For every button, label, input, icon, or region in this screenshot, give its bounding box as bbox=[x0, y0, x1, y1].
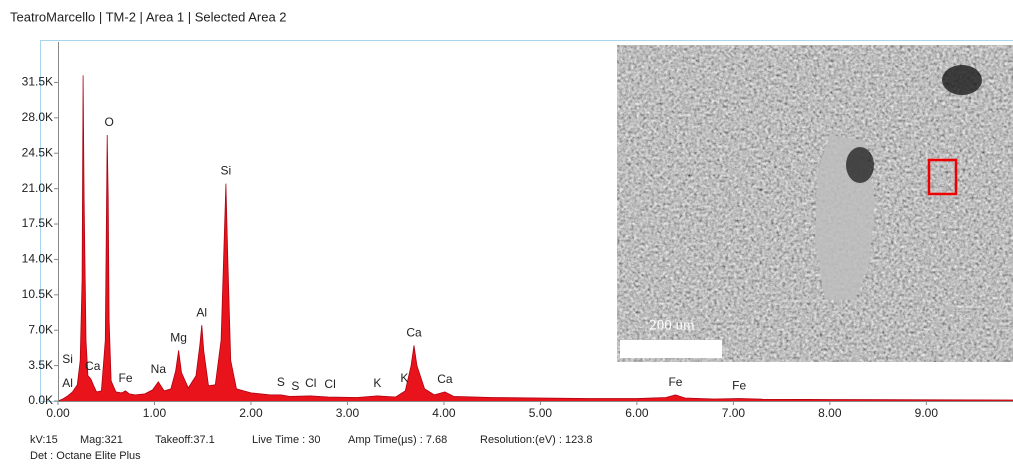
y-tick-label: 3.5K bbox=[28, 358, 53, 372]
y-tick-label: 17.5K bbox=[22, 216, 53, 230]
window-title: TeatroMarcello | TM-2 | Area 1 | Selecte… bbox=[10, 9, 287, 24]
peak-label: Ca bbox=[85, 359, 101, 373]
detector-info: Det : Octane Elite Plus bbox=[30, 450, 141, 462]
peak-label: K bbox=[373, 376, 381, 390]
peak-label: Fe bbox=[668, 375, 682, 389]
peak-label: Fe bbox=[732, 379, 746, 393]
y-tick-label: 14.0K bbox=[22, 252, 53, 266]
peak-label: Mg bbox=[170, 331, 187, 345]
x-tick-label: 1.00 bbox=[143, 406, 167, 420]
axes: 0.0K 3.5K 7.0K 10.5K 14.0K 17.5K 21.0K 24.5K 28.… bbox=[22, 42, 1013, 420]
micrograph-inset: 200 um bbox=[617, 45, 1013, 362]
y-tick-label: 10.5K bbox=[22, 287, 53, 301]
x-tick-label: 2.00 bbox=[239, 406, 263, 420]
footer: kV:15 Mag:321 Takeoff:37.1 Live Time : 30 Am… bbox=[30, 434, 593, 462]
peak-label: Al bbox=[196, 305, 207, 319]
peak-label: Si bbox=[62, 352, 73, 366]
peak-label: Si bbox=[221, 164, 232, 178]
peak-label: Cl bbox=[324, 377, 335, 391]
peak-label: Na bbox=[151, 362, 167, 376]
spectrum-line bbox=[57, 75, 1013, 402]
x-tick-label: 0.00 bbox=[46, 406, 70, 420]
x-tick-label: 4.00 bbox=[432, 406, 456, 420]
acquisition-parameter: Takeoff:37.1 bbox=[155, 434, 215, 446]
dark-pore bbox=[942, 65, 982, 95]
scale-bar bbox=[620, 340, 722, 358]
peak-label: Fe bbox=[119, 371, 133, 385]
peak-label: S bbox=[291, 379, 299, 393]
micrograph-texture bbox=[617, 45, 1013, 362]
acquisition-parameter: Amp Time(µs) : 7.68 bbox=[348, 434, 447, 446]
peak-label: Ca bbox=[437, 372, 453, 386]
acquisition-parameter: Mag:321 bbox=[80, 434, 123, 446]
peak-label: Al bbox=[62, 376, 73, 390]
x-tick-label: 3.00 bbox=[336, 406, 360, 420]
y-tick-label: 0.0K bbox=[28, 393, 53, 407]
selected-area-box bbox=[927, 158, 958, 196]
peak-label: Ca bbox=[406, 326, 422, 340]
y-tick-label: 31.5K bbox=[22, 75, 53, 89]
y-tick-label: 7.0K bbox=[28, 322, 53, 336]
y-tick-label: 24.5K bbox=[22, 145, 53, 159]
y-tick-label: 21.0K bbox=[22, 181, 53, 195]
x-tick-label: 9.00 bbox=[915, 406, 939, 420]
acquisition-parameter: kV:15 bbox=[30, 434, 58, 446]
x-tick-label: 7.00 bbox=[722, 406, 746, 420]
scale-bar-label: 200 um bbox=[649, 317, 695, 333]
peak-label: S bbox=[277, 375, 285, 389]
dark-pore bbox=[846, 147, 874, 183]
peak-label: O bbox=[104, 115, 113, 129]
plot-area: Al Si Ca O Fe Na Mg Al Si S S Cl Cl K K Ca Ca Fe Fe bbox=[57, 75, 1013, 402]
acquisition-parameter: Live Time : 30 bbox=[252, 434, 320, 446]
peak-label: Cl bbox=[305, 376, 316, 390]
acquisition-parameter: Resolution:(eV) : 123.8 bbox=[480, 434, 593, 446]
x-tick-label: 6.00 bbox=[625, 406, 649, 420]
x-tick-label: 5.00 bbox=[529, 406, 553, 420]
x-tick-label: 8.00 bbox=[818, 406, 842, 420]
y-tick-label: 28.0K bbox=[22, 110, 53, 124]
peak-label: K bbox=[400, 371, 408, 385]
